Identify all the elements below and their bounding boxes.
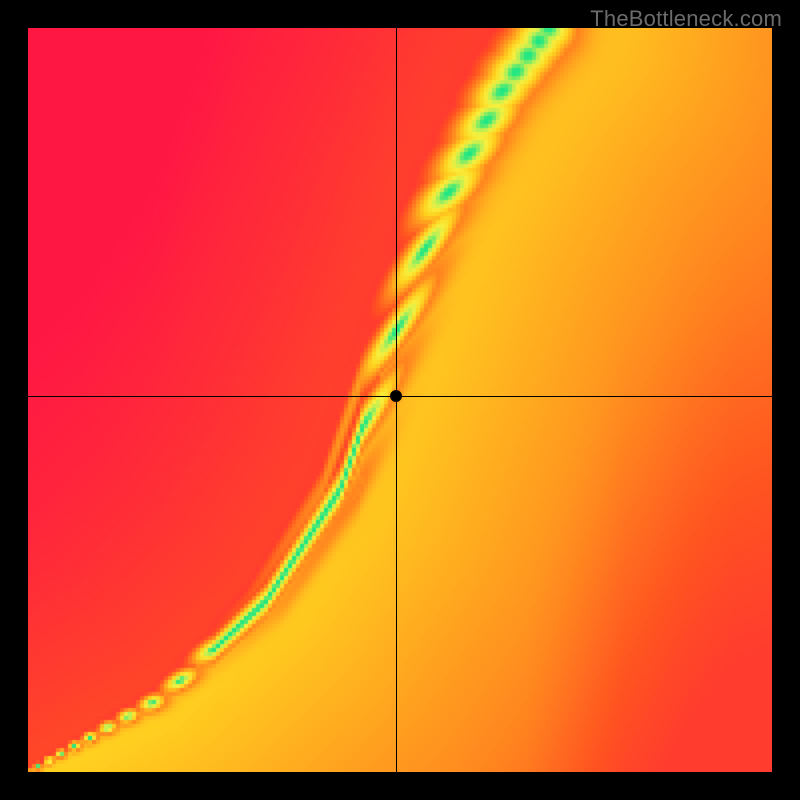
plot-area (28, 28, 772, 772)
watermark-text: TheBottleneck.com (590, 6, 782, 32)
chart-frame: TheBottleneck.com (0, 0, 800, 800)
